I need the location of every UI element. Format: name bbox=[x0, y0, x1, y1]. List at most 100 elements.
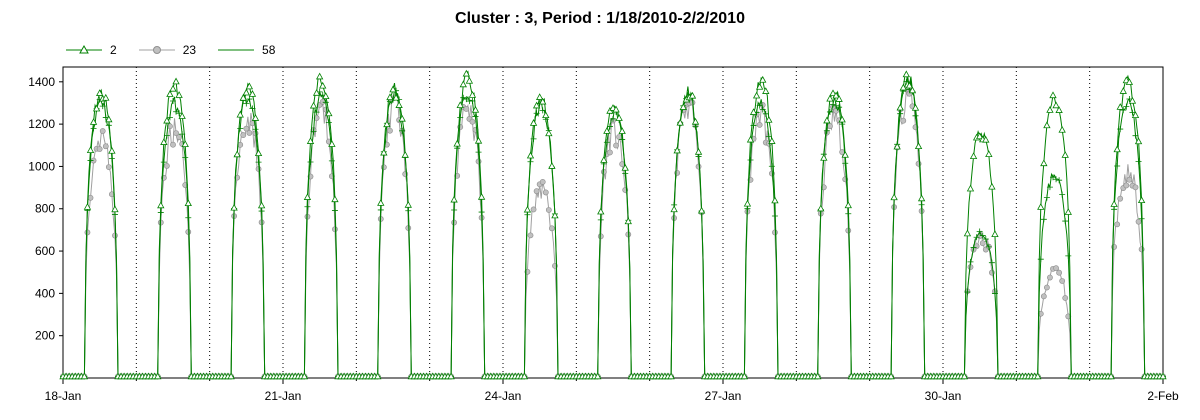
point-series-2 bbox=[1137, 196, 1146, 204]
point-series-2 bbox=[160, 138, 168, 145]
point-series-2 bbox=[618, 127, 626, 134]
point-series-2 bbox=[233, 150, 241, 158]
point-series-2 bbox=[447, 372, 455, 380]
point-series-58 bbox=[985, 243, 992, 250]
point-series-58 bbox=[912, 112, 919, 119]
point-series-23 bbox=[973, 243, 980, 250]
point-series-58 bbox=[170, 97, 176, 104]
point-series-2 bbox=[242, 88, 251, 96]
point-series-2 bbox=[771, 196, 779, 204]
x-tick-label: 30-Jan bbox=[925, 389, 962, 403]
point-series-2 bbox=[1058, 125, 1066, 133]
point-series-2 bbox=[667, 372, 675, 380]
point-series-2 bbox=[465, 76, 474, 84]
point-series-58 bbox=[759, 106, 766, 113]
point-series-58 bbox=[87, 157, 94, 164]
point-series-2 bbox=[832, 91, 840, 99]
point-series-2 bbox=[740, 372, 749, 380]
point-series-2 bbox=[389, 85, 397, 93]
point-series-2 bbox=[1037, 203, 1045, 210]
point-series-2 bbox=[817, 204, 825, 212]
point-series-2 bbox=[1061, 151, 1069, 158]
point-series-2 bbox=[1125, 78, 1134, 85]
point-series-2 bbox=[102, 93, 110, 101]
point-series-2 bbox=[166, 90, 174, 97]
point-series-2 bbox=[322, 92, 330, 99]
point-series-2 bbox=[83, 203, 92, 210]
point-series-2 bbox=[594, 372, 602, 380]
point-series-2 bbox=[1119, 87, 1127, 94]
point-series-23 bbox=[246, 130, 253, 136]
point-series-2 bbox=[982, 135, 990, 143]
point-series-2 bbox=[914, 142, 923, 150]
point-series-2 bbox=[991, 230, 999, 238]
point-series-2 bbox=[1131, 111, 1140, 119]
point-series-2 bbox=[474, 136, 483, 144]
point-series-2 bbox=[477, 192, 486, 200]
point-series-58 bbox=[313, 109, 320, 116]
point-series-2 bbox=[1107, 372, 1115, 380]
point-series-2 bbox=[917, 194, 926, 202]
point-series-23 bbox=[1053, 265, 1059, 272]
legend-label-23: 23 bbox=[182, 43, 197, 57]
point-series-2 bbox=[697, 206, 706, 214]
y-tick-label: 1400 bbox=[28, 75, 55, 89]
point-series-58 bbox=[1040, 216, 1047, 223]
point-series-2 bbox=[746, 135, 755, 143]
point-series-58 bbox=[1065, 252, 1072, 259]
legend-marker-circle-icon bbox=[138, 46, 175, 54]
point-series-2 bbox=[157, 201, 165, 209]
point-series-23 bbox=[1059, 278, 1066, 284]
x-tick-label: 24-Jan bbox=[485, 389, 522, 403]
point-series-2 bbox=[1064, 208, 1072, 215]
point-series-58 bbox=[539, 107, 546, 114]
point-series-2 bbox=[1049, 91, 1057, 99]
legend-item-2: 2 bbox=[66, 43, 117, 57]
point-series-58 bbox=[765, 133, 772, 140]
point-series-2 bbox=[526, 151, 535, 159]
point-series-2 bbox=[401, 150, 409, 158]
point-series-58 bbox=[475, 149, 482, 156]
legend-item-23: 23 bbox=[138, 43, 197, 57]
point-series-2 bbox=[966, 184, 975, 192]
point-series-23 bbox=[548, 225, 555, 232]
point-series-23 bbox=[756, 121, 763, 128]
point-series-58 bbox=[460, 94, 467, 101]
point-series-23 bbox=[1062, 295, 1069, 301]
point-series-2 bbox=[383, 120, 391, 128]
point-series-23 bbox=[380, 164, 387, 171]
point-series-2 bbox=[902, 70, 911, 78]
point-series-58 bbox=[610, 115, 616, 122]
point-series-2 bbox=[969, 152, 978, 159]
point-series-58 bbox=[246, 96, 253, 103]
point-series-2 bbox=[765, 115, 773, 123]
point-series-2 bbox=[395, 101, 403, 108]
point-series-2 bbox=[905, 81, 914, 89]
point-series-2 bbox=[768, 137, 776, 144]
point-series-2 bbox=[248, 90, 257, 97]
point-series-2 bbox=[1110, 200, 1118, 207]
point-series-2 bbox=[169, 84, 177, 92]
point-series-23 bbox=[613, 142, 619, 149]
point-series-23 bbox=[96, 146, 103, 152]
point-series-58 bbox=[747, 156, 754, 163]
point-series-58 bbox=[833, 102, 840, 109]
point-series-2 bbox=[1055, 106, 1063, 113]
point-series-2 bbox=[1159, 372, 1167, 380]
point-series-23 bbox=[475, 158, 482, 165]
point-series-2 bbox=[453, 139, 461, 147]
point-series-58 bbox=[237, 125, 244, 132]
point-series-2 bbox=[386, 93, 394, 101]
point-series-23 bbox=[469, 118, 476, 125]
legend-marker-triangle-icon bbox=[66, 44, 102, 54]
point-series-58 bbox=[307, 159, 314, 166]
point-series-23 bbox=[99, 128, 106, 134]
y-tick-label: 800 bbox=[35, 202, 55, 216]
point-series-2 bbox=[1034, 372, 1042, 380]
point-series-58 bbox=[1043, 194, 1050, 201]
y-tick-label: 1200 bbox=[28, 117, 55, 131]
point-series-2 bbox=[245, 82, 254, 90]
point-series-2 bbox=[529, 119, 538, 126]
point-series-2 bbox=[398, 114, 406, 122]
point-series-2 bbox=[814, 372, 822, 380]
